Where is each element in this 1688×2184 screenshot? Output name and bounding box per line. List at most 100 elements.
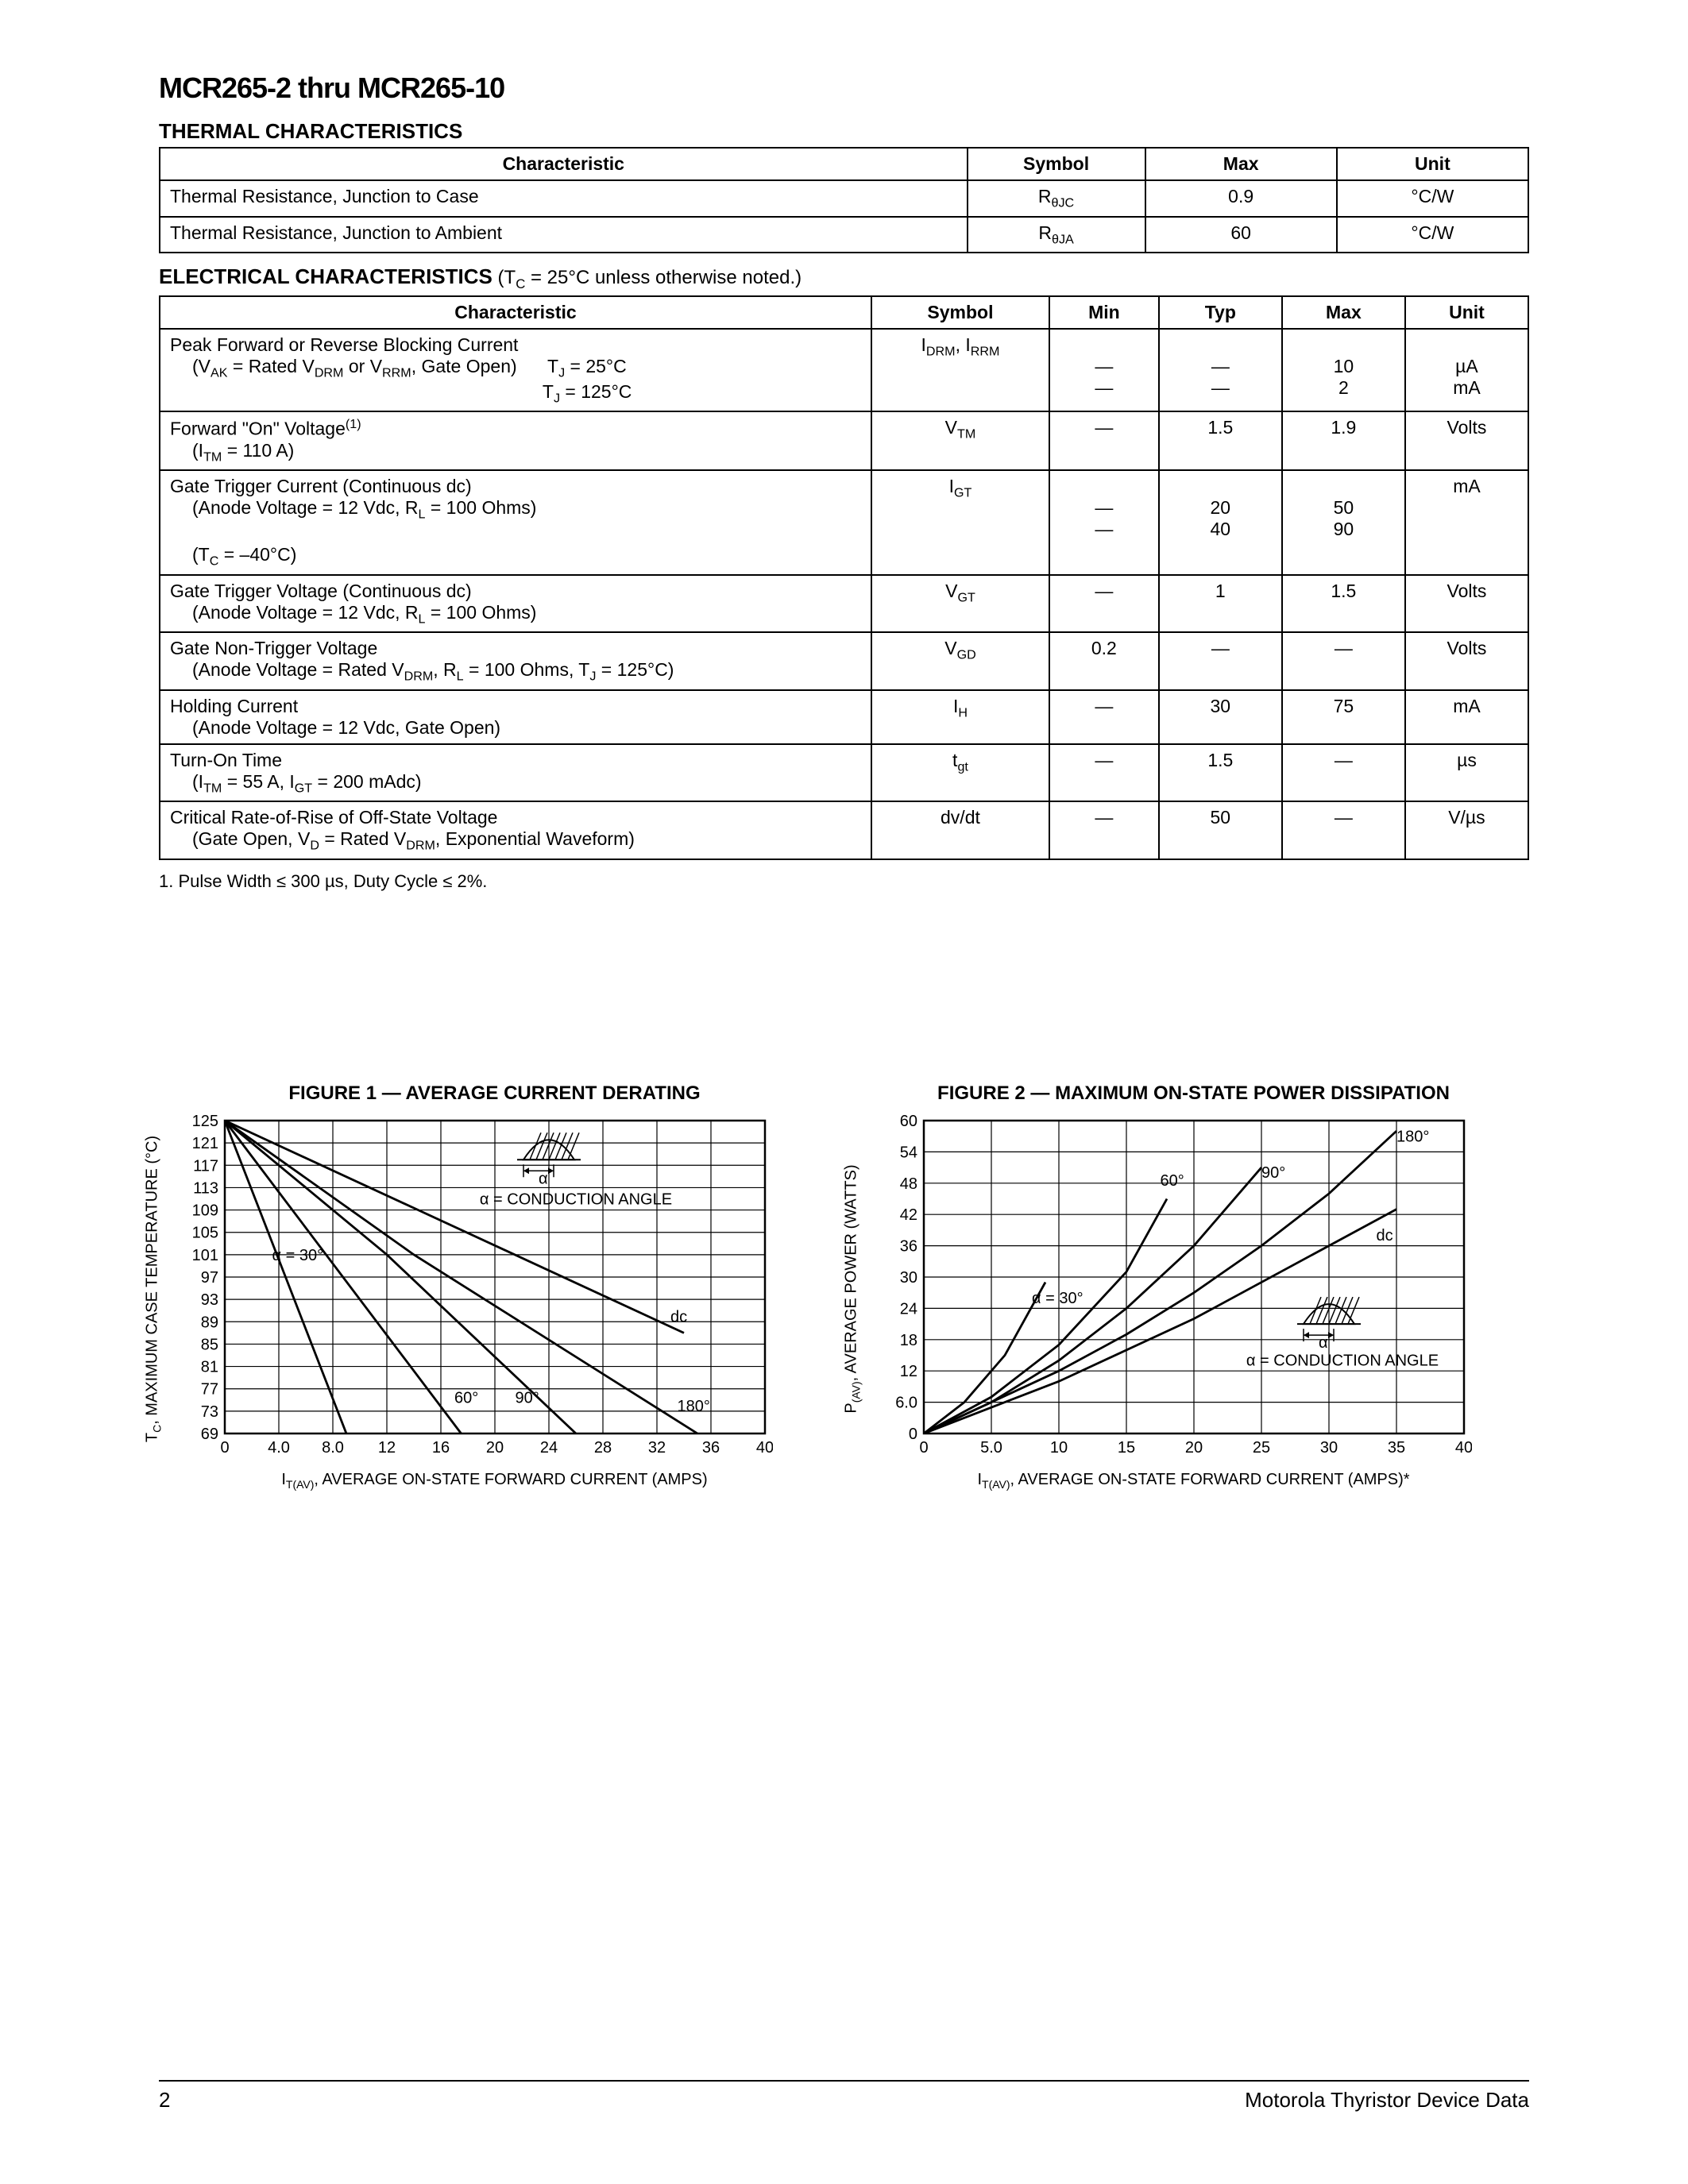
figure-2: FIGURE 2 — MAXIMUM ON-STATE POWER DISSIP…	[868, 1082, 1520, 1491]
cell-min: ——	[1049, 329, 1159, 411]
cell-max: —	[1282, 801, 1405, 859]
svg-text:32: 32	[647, 1439, 665, 1457]
cell-unit: °C/W	[1337, 217, 1528, 253]
svg-text:36: 36	[899, 1238, 917, 1256]
svg-text:α = 30°: α = 30°	[1032, 1290, 1083, 1307]
svg-text:101: 101	[191, 1247, 218, 1264]
svg-text:60: 60	[899, 1113, 917, 1130]
svg-text:12: 12	[899, 1363, 917, 1380]
svg-text:0: 0	[220, 1439, 229, 1457]
svg-text:4.0: 4.0	[268, 1439, 290, 1457]
cell-unit: Volts	[1405, 411, 1528, 470]
th-col: Typ	[1159, 296, 1282, 329]
svg-text:24: 24	[539, 1439, 557, 1457]
svg-text:10: 10	[1049, 1439, 1067, 1457]
svg-text:24: 24	[899, 1300, 917, 1318]
cell-max: 1.9	[1282, 411, 1405, 470]
page-footer: 2 Motorola Thyristor Device Data	[159, 2080, 1529, 2113]
svg-text:α: α	[1319, 1334, 1328, 1352]
svg-text:60°: 60°	[454, 1389, 478, 1406]
fig1-chart: 04.08.0121620242832364069737781858993971…	[169, 1113, 773, 1462]
svg-text:28: 28	[593, 1439, 611, 1457]
cell-max: 5090	[1282, 470, 1405, 574]
svg-text:40: 40	[755, 1439, 772, 1457]
cell-min: —	[1049, 744, 1159, 802]
figure-1: FIGURE 1 — AVERAGE CURRENT DERATING TC, …	[169, 1082, 821, 1491]
svg-text:117: 117	[193, 1157, 218, 1175]
cell-min: —	[1049, 801, 1159, 859]
fig2-ylabel: P(AV), AVERAGE POWER (WATTS)	[842, 1165, 862, 1414]
cell-min: —	[1049, 575, 1159, 633]
cell-symbol: RθJC	[968, 180, 1145, 217]
svg-text:90°: 90°	[515, 1389, 539, 1406]
cell-unit: µs	[1405, 744, 1528, 802]
cell-char: Gate Trigger Voltage (Continuous dc)(Ano…	[160, 575, 871, 633]
cell-max: 1.5	[1282, 575, 1405, 633]
svg-text:54: 54	[899, 1144, 917, 1161]
cell-unit: mA	[1405, 470, 1528, 574]
cell-max: 102	[1282, 329, 1405, 411]
electrical-title: ELECTRICAL CHARACTERISTICS (TC = 25°C un…	[159, 264, 1529, 292]
cell-max: —	[1282, 632, 1405, 690]
footer-text: Motorola Thyristor Device Data	[1245, 2088, 1529, 2113]
th-col: Max	[1282, 296, 1405, 329]
svg-text:6.0: 6.0	[895, 1395, 917, 1412]
cell-symbol: IGT	[871, 470, 1049, 574]
cell-symbol: RθJA	[968, 217, 1145, 253]
svg-text:dc: dc	[670, 1308, 687, 1325]
cell-char: Critical Rate-of-Rise of Off-State Volta…	[160, 801, 871, 859]
cell-typ: 30	[1159, 690, 1282, 744]
cell-symbol: VGT	[871, 575, 1049, 633]
cell-unit: µAmA	[1405, 329, 1528, 411]
th-col: Characteristic	[160, 296, 871, 329]
cell-symbol: tgt	[871, 744, 1049, 802]
th-col: Unit	[1337, 148, 1528, 180]
cell-unit: Volts	[1405, 575, 1528, 633]
cell-char: Thermal Resistance, Junction to Ambient	[160, 217, 968, 253]
svg-text:48: 48	[899, 1175, 917, 1193]
fig1-ylabel: TC, MAXIMUM CASE TEMPERATURE (°C)	[143, 1136, 163, 1442]
svg-text:15: 15	[1117, 1439, 1134, 1457]
electrical-table: CharacteristicSymbolMinTypMaxUnitPeak Fo…	[159, 295, 1529, 860]
svg-text:77: 77	[200, 1381, 218, 1399]
svg-text:α = CONDUCTION ANGLE: α = CONDUCTION ANGLE	[1246, 1352, 1438, 1370]
cell-char: Gate Non-Trigger Voltage(Anode Voltage =…	[160, 632, 871, 690]
page-number: 2	[159, 2088, 170, 2113]
svg-text:30: 30	[1319, 1439, 1337, 1457]
svg-text:α = CONDUCTION ANGLE: α = CONDUCTION ANGLE	[479, 1191, 671, 1209]
cell-char: Holding Current(Anode Voltage = 12 Vdc, …	[160, 690, 871, 744]
cell-char: Turn-On Time(ITM = 55 A, IGT = 200 mAdc)	[160, 744, 871, 802]
svg-text:30: 30	[899, 1269, 917, 1287]
cell-max: 0.9	[1145, 180, 1337, 217]
cell-unit: °C/W	[1337, 180, 1528, 217]
cell-max: —	[1282, 744, 1405, 802]
cell-typ: 2040	[1159, 470, 1282, 574]
cell-char: Thermal Resistance, Junction to Case	[160, 180, 968, 217]
thermal-table: CharacteristicSymbolMaxUnitThermal Resis…	[159, 147, 1529, 253]
th-col: Unit	[1405, 296, 1528, 329]
cell-unit: Volts	[1405, 632, 1528, 690]
svg-text:113: 113	[193, 1179, 218, 1197]
thermal-title: THERMAL CHARACTERISTICS	[159, 119, 1529, 144]
cell-char: Forward "On" Voltage(1)(ITM = 110 A)	[160, 411, 871, 470]
cell-max: 60	[1145, 217, 1337, 253]
cell-symbol: IDRM, IRRM	[871, 329, 1049, 411]
cell-min: —	[1049, 690, 1159, 744]
cell-typ: ——	[1159, 329, 1282, 411]
svg-text:α = 30°: α = 30°	[272, 1247, 323, 1264]
svg-text:5.0: 5.0	[980, 1439, 1002, 1457]
svg-text:dc: dc	[1376, 1227, 1393, 1244]
svg-text:20: 20	[1184, 1439, 1202, 1457]
svg-text:40: 40	[1454, 1439, 1471, 1457]
svg-text:25: 25	[1252, 1439, 1269, 1457]
cell-symbol: VTM	[871, 411, 1049, 470]
svg-text:8.0: 8.0	[322, 1439, 344, 1457]
svg-text:89: 89	[200, 1314, 218, 1331]
svg-text:93: 93	[200, 1291, 218, 1309]
fig2-title: FIGURE 2 — MAXIMUM ON-STATE POWER DISSIP…	[868, 1082, 1520, 1105]
fig1-xlabel: IT(AV), AVERAGE ON-STATE FORWARD CURRENT…	[169, 1471, 821, 1491]
cell-typ: 1.5	[1159, 744, 1282, 802]
fig2-xlabel: IT(AV), AVERAGE ON-STATE FORWARD CURRENT…	[868, 1471, 1520, 1491]
svg-text:73: 73	[200, 1403, 218, 1421]
svg-text:109: 109	[191, 1202, 218, 1220]
